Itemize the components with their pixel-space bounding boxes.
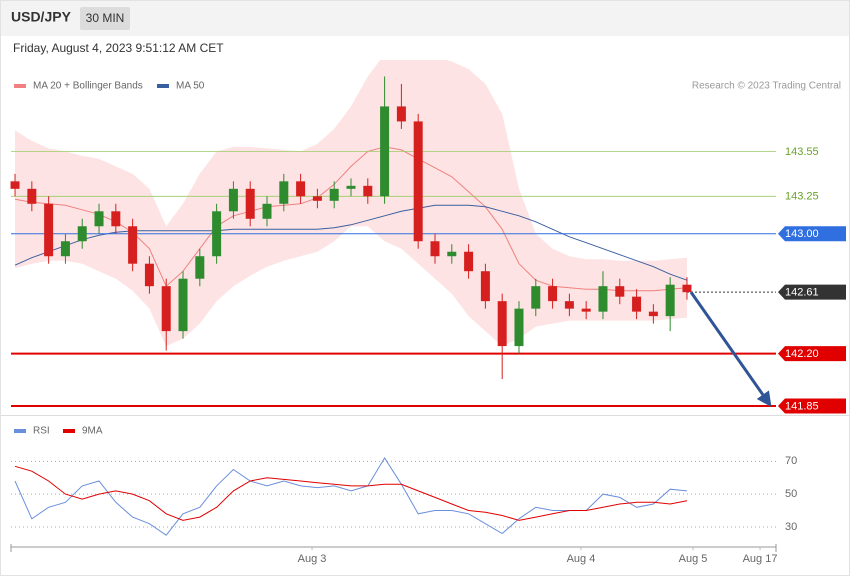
candle-body bbox=[10, 181, 20, 189]
timestamp: Friday, August 4, 2023 9:51:12 AM CET bbox=[13, 41, 224, 55]
candle-body bbox=[245, 188, 255, 219]
candle-body bbox=[564, 301, 574, 309]
level-box bbox=[778, 398, 846, 414]
candle-body bbox=[296, 181, 306, 197]
x-tick-label: Aug 4 bbox=[567, 553, 596, 565]
candle-body bbox=[346, 185, 356, 189]
level-label: 141.85 bbox=[785, 400, 819, 412]
candle-body bbox=[615, 286, 625, 297]
candle-body bbox=[665, 284, 675, 317]
ma-line bbox=[14, 204, 688, 281]
legend-label: MA 50 bbox=[176, 81, 205, 92]
candle-body bbox=[514, 308, 524, 347]
candle-body bbox=[178, 278, 188, 332]
interval-box[interactable] bbox=[80, 7, 130, 30]
candle-body bbox=[212, 211, 222, 257]
y-tick-label: 70 bbox=[785, 455, 797, 467]
candle-body bbox=[60, 241, 70, 257]
candle-body bbox=[548, 286, 558, 302]
candle-body bbox=[128, 226, 138, 264]
candle-body bbox=[111, 211, 121, 227]
level-label: 143.25 bbox=[785, 191, 819, 203]
candle-body bbox=[94, 211, 104, 227]
credit: Research © 2023 Trading Central bbox=[692, 81, 841, 92]
legend-swatch bbox=[157, 84, 169, 88]
candle-body bbox=[581, 308, 591, 312]
candle-body bbox=[144, 263, 154, 287]
forecast-arrow bbox=[689, 291, 772, 407]
candle-body bbox=[380, 106, 390, 197]
candle-body bbox=[682, 284, 692, 293]
candle-body bbox=[648, 311, 658, 317]
level-label: 143.55 bbox=[785, 146, 819, 158]
candle-body bbox=[27, 188, 37, 204]
level-box bbox=[778, 284, 846, 300]
candle-body bbox=[480, 271, 490, 302]
level-label: 142.61 bbox=[785, 287, 819, 299]
x-tick-label: Aug 5 bbox=[679, 553, 708, 565]
candle-body bbox=[312, 196, 322, 201]
candle-body bbox=[497, 301, 507, 347]
x-tick-label: Aug 3 bbox=[298, 553, 327, 565]
ma-line bbox=[14, 146, 688, 292]
x-tick-label: Aug 17 bbox=[743, 553, 778, 565]
candle-body bbox=[413, 121, 423, 242]
candle-body bbox=[262, 203, 272, 219]
legend-label: RSI bbox=[33, 426, 50, 437]
candle-body bbox=[430, 241, 440, 257]
candle-body bbox=[77, 226, 87, 242]
legend-label: 9MA bbox=[82, 426, 103, 437]
candle-body bbox=[531, 286, 541, 309]
header-bar bbox=[1, 1, 849, 36]
candle-body bbox=[632, 296, 642, 312]
candle-body bbox=[598, 286, 608, 312]
legend-swatch bbox=[14, 84, 26, 88]
candle-body bbox=[447, 251, 457, 257]
candle-body bbox=[279, 181, 289, 204]
level-box bbox=[778, 226, 846, 242]
level-label: 143.00 bbox=[785, 228, 819, 240]
candle-body bbox=[396, 106, 406, 122]
legend-swatch bbox=[63, 429, 75, 433]
candle-body bbox=[464, 251, 474, 272]
symbol: USD/JPY bbox=[11, 9, 72, 25]
candle-body bbox=[363, 185, 373, 197]
level-label: 142.20 bbox=[785, 348, 819, 360]
y-tick-label: 30 bbox=[785, 521, 797, 533]
interval[interactable]: 30 MIN bbox=[86, 11, 125, 25]
legend-label: MA 20 + Bollinger Bands bbox=[33, 81, 143, 92]
candle-body bbox=[195, 256, 205, 279]
candle-body bbox=[228, 188, 238, 212]
rsi-line bbox=[14, 465, 688, 521]
candle-body bbox=[329, 188, 339, 201]
level-box bbox=[778, 346, 846, 362]
candle-body bbox=[161, 286, 171, 332]
candle-body bbox=[44, 203, 54, 257]
y-tick-label: 50 bbox=[785, 488, 797, 500]
legend-swatch bbox=[14, 429, 26, 433]
